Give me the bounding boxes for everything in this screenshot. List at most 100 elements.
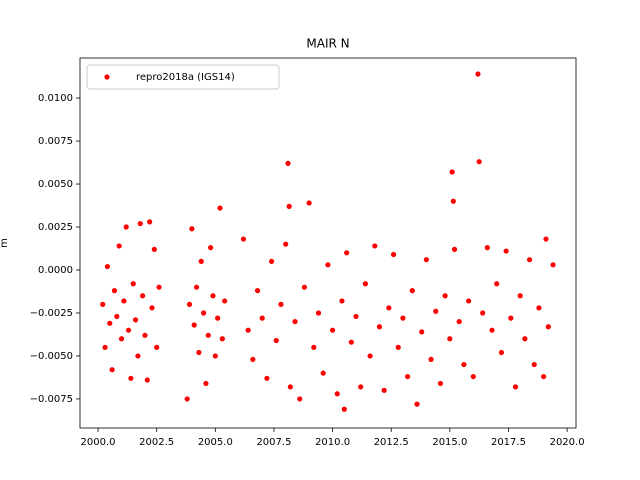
data-point [353,313,359,320]
data-point [470,373,476,380]
data-point [191,322,197,328]
chart-title: MAIR N [306,37,349,51]
data-point [419,329,425,335]
data-point [517,293,523,299]
data-point [114,313,120,320]
data-point [200,310,207,316]
data-point [461,361,467,368]
data-point [447,336,453,342]
data-point [144,377,150,383]
data-point [344,250,350,256]
legend-box [86,64,280,90]
data-point [278,301,284,307]
data-point [503,248,509,254]
data-point [358,384,364,390]
data-point [341,406,347,412]
data-point [428,356,434,362]
data-point [264,375,270,381]
data-point [362,281,369,287]
data-point [531,361,537,368]
data-point [240,236,247,242]
data-point [135,353,141,359]
x-tick-label: 2002.5 [139,437,174,448]
data-point [367,353,373,359]
data-point [475,71,481,77]
data-point [154,344,160,350]
data-point [480,310,486,316]
y-tick-label: −0.0050 [30,351,73,362]
data-point [285,160,291,166]
data-point [512,384,519,390]
data-point [215,315,221,321]
data-point [536,305,542,311]
data-point [189,226,195,232]
data-point [526,257,533,263]
data-point [286,203,292,209]
data-point [137,220,143,227]
data-point [306,200,312,206]
data-point [156,284,162,290]
plot-frame [79,57,577,429]
data-point [116,243,122,249]
data-point [409,288,415,294]
data-point [372,243,378,249]
data-point [250,356,256,362]
data-point [433,308,439,314]
data-point [543,236,549,242]
data-point [132,317,139,323]
data-point [292,318,298,325]
data-point [217,205,223,211]
data-point [508,315,514,321]
data-point [102,344,108,350]
data-point [100,301,106,307]
data-point [476,159,482,165]
data-point [451,246,458,252]
data-point [545,324,551,330]
data-point [245,327,251,333]
data-point [423,257,429,263]
data-point [111,288,118,294]
data-point [437,380,444,387]
data-point [212,353,218,359]
y-tick-label: 0.0050 [38,179,73,190]
x-tick-label: 2000.0 [81,437,116,448]
y-axis-label: m [0,238,10,248]
data-point [465,298,472,304]
data-point [450,198,456,204]
legend-label: repro2018a (IGS14) [136,72,235,83]
data-point [405,373,411,380]
data-point [186,301,193,307]
data-point [109,367,115,373]
data-point [395,344,401,350]
x-tick-label: 2012.5 [374,437,409,448]
y-tick-label: 0.0025 [38,222,73,233]
data-point [205,332,211,338]
data-point [219,336,225,342]
data-point [320,370,326,376]
data-point [339,298,345,304]
data-point [121,298,127,304]
data-point [541,373,547,380]
data-point [268,258,275,264]
data-point [107,320,113,326]
x-tick-label: 2005.0 [198,437,233,448]
y-tick-label: −0.0075 [30,394,73,405]
data-point [283,241,289,247]
data-point [125,327,132,333]
data-point [118,336,125,342]
data-point [297,396,303,402]
data-point [498,349,505,356]
data-point [140,293,146,299]
data-point [400,315,406,321]
x-tick-label: 2010.0 [315,437,350,448]
data-point [390,251,397,258]
data-point [130,281,136,287]
data-point [104,263,111,270]
data-point [334,391,340,397]
data-point [348,339,354,345]
data-point [210,293,216,299]
data-point [489,327,495,333]
data-point [254,288,261,294]
data-point [484,245,490,251]
